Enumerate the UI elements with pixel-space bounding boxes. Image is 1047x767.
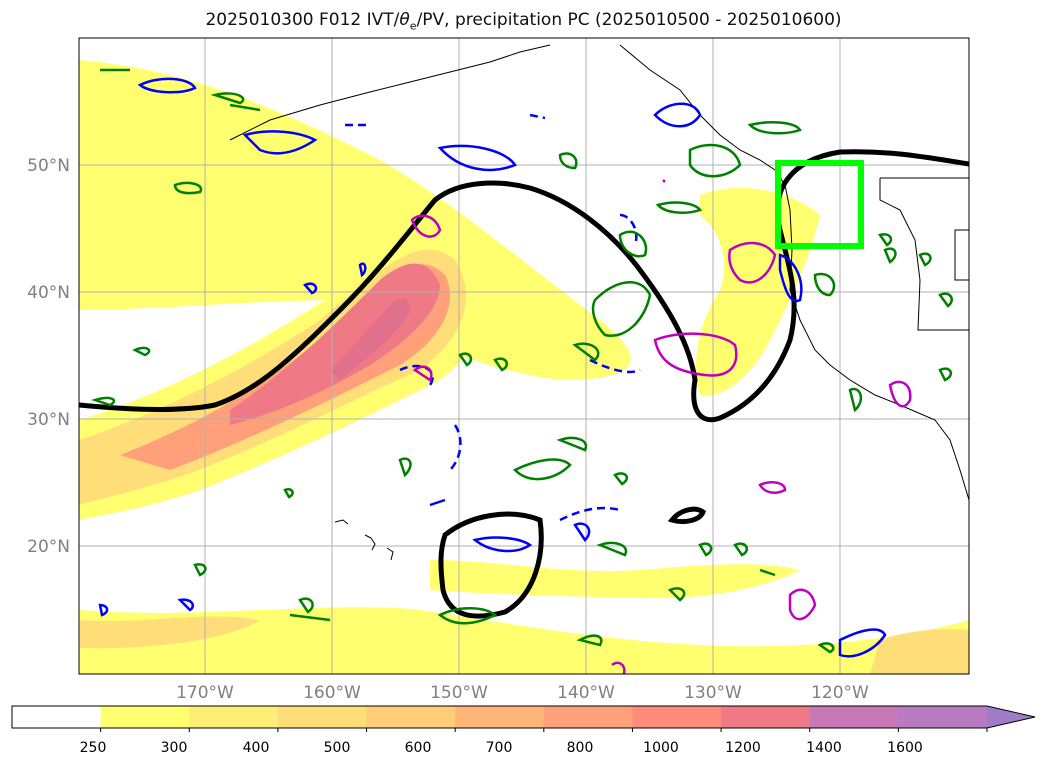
colorbar-swatch bbox=[366, 706, 456, 728]
colorbar: 250 300 400 500 600 700 800 1000 1200 14… bbox=[11, 705, 1036, 756]
lat-label-30n: 30°N bbox=[27, 410, 70, 430]
pv-contours-negative bbox=[91, 68, 953, 654]
lat-labels: 50°N 40°N 30°N 20°N bbox=[27, 156, 70, 557]
lon-label-170w: 170°W bbox=[176, 683, 234, 703]
colorbar-swatch bbox=[543, 706, 633, 728]
lon-label-150w: 150°W bbox=[430, 683, 488, 703]
colorbar-swatch bbox=[809, 706, 899, 728]
colorbar-swatches bbox=[12, 706, 988, 728]
lon-label-120w: 120°W bbox=[811, 683, 869, 703]
precip-pc-contours bbox=[410, 179, 912, 674]
colorbar-label: 600 bbox=[405, 740, 432, 756]
colorbar-outline bbox=[11, 705, 1036, 729]
colorbar-swatch bbox=[721, 706, 811, 728]
colorbar-ticks bbox=[100, 728, 988, 732]
graticule bbox=[79, 38, 969, 674]
map-title: 2025010300 F012 IVT/θe/PV, precipitation… bbox=[205, 10, 842, 33]
colorbar-label: 250 bbox=[80, 740, 107, 756]
lon-label-160w: 160°W bbox=[303, 683, 361, 703]
colorbar-swatch bbox=[455, 706, 545, 728]
colorbar-label: 1200 bbox=[725, 740, 761, 756]
colorbar-swatch bbox=[12, 706, 102, 728]
map-frame bbox=[78, 37, 970, 675]
colorbar-label: 400 bbox=[243, 740, 270, 756]
colorbar-label: 500 bbox=[324, 740, 351, 756]
lat-label-40n: 40°N bbox=[27, 283, 70, 303]
lon-label-140w: 140°W bbox=[557, 683, 615, 703]
colorbar-label: 700 bbox=[486, 740, 513, 756]
colorbar-swatch bbox=[100, 706, 190, 728]
target-region-box bbox=[775, 160, 864, 249]
colorbar-label: 1000 bbox=[643, 740, 679, 756]
colorbar-label: 800 bbox=[567, 740, 594, 756]
lat-label-20n: 20°N bbox=[27, 537, 70, 557]
map-plot-area bbox=[79, 38, 969, 674]
pv-contours-positive bbox=[98, 77, 887, 658]
colorbar-label: 1600 bbox=[887, 740, 923, 756]
colorbar-swatch bbox=[632, 706, 722, 728]
lon-label-130w: 130°W bbox=[684, 683, 742, 703]
colorbar-extend-arrow bbox=[987, 706, 1035, 728]
colorbar-label: 1400 bbox=[806, 740, 842, 756]
colorbar-swatch bbox=[189, 706, 279, 728]
colorbar-labels: 250 300 400 500 600 700 800 1000 1200 14… bbox=[80, 740, 923, 756]
lon-labels: 170°W 160°W 150°W 140°W 130°W 120°W bbox=[176, 683, 869, 703]
colorbar-swatch bbox=[898, 706, 988, 728]
colorbar-swatch bbox=[277, 706, 368, 728]
colorbar-label: 300 bbox=[161, 740, 188, 756]
lat-label-50n: 50°N bbox=[27, 156, 70, 176]
